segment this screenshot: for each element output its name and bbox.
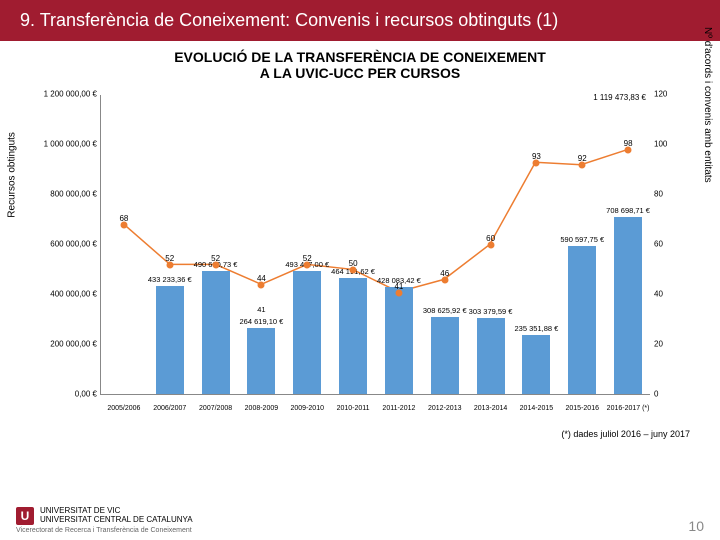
page-number: 10	[688, 518, 704, 534]
y-left-tick: 0,00 €	[43, 390, 97, 399]
line-value-label: 50	[349, 259, 358, 268]
chart-title: EVOLUCIÓ DE LA TRANSFERÈNCIA DE CONEIXEM…	[0, 49, 720, 81]
bar	[522, 335, 550, 394]
dept-name: Vicerectorat de Recerca i Transferència …	[16, 527, 193, 534]
y-left-tick: 600 000,00 €	[43, 240, 97, 249]
y-left-tick: 800 000,00 €	[43, 190, 97, 199]
line-value-label: 93	[532, 152, 541, 161]
line-value-label: 98	[624, 139, 633, 148]
bar	[614, 217, 642, 394]
bar-value-label: 433 233,36 €	[148, 275, 192, 284]
slide-header: 9. Transferència de Coneixement: Conveni…	[0, 0, 720, 41]
y-right-tick: 120	[654, 90, 674, 99]
y-right-axis-label: Nº d'acords i convenis amb entitats	[703, 27, 714, 183]
x-tick-label: 2007/2008	[194, 405, 238, 412]
line-value-label: 44	[257, 274, 266, 283]
chart-footnote: (*) dades juliol 2016 – juny 2017	[0, 429, 690, 439]
x-tick-label: 2014-2015	[514, 405, 558, 412]
logo-block: U UNIVERSITAT DE VIC UNIVERSITAT CENTRAL…	[16, 507, 193, 534]
y-left-tick: 200 000,00 €	[43, 340, 97, 349]
chart-title-line1: EVOLUCIÓ DE LA TRANSFERÈNCIA DE CONEIXEM…	[0, 49, 720, 65]
logo-text: UNIVERSITAT DE VIC UNIVERSITAT CENTRAL D…	[40, 507, 193, 525]
university-logo: U UNIVERSITAT DE VIC UNIVERSITAT CENTRAL…	[16, 507, 193, 525]
y-right-tick: 20	[654, 340, 674, 349]
x-tick-label: 2015-2016	[560, 405, 604, 412]
bar-value-label: 308 625,92 €	[423, 306, 467, 315]
x-tick-label: 2011-2012	[377, 405, 421, 412]
y-right-tick: 60	[654, 240, 674, 249]
bar-value-label: 235 351,88 €	[515, 324, 559, 333]
x-tick-label: 2012-2013	[423, 405, 467, 412]
line-value-label: 52	[211, 254, 220, 263]
line-value-label: 60	[486, 234, 495, 243]
line-value-label: 52	[165, 254, 174, 263]
x-tick-label: 2016-2017 (*)	[606, 405, 650, 412]
bar	[385, 287, 413, 394]
x-tick-label: 2013-2014	[469, 405, 513, 412]
y-right-tick: 0	[654, 390, 674, 399]
bar-value-label: 264 619,10 €	[240, 317, 284, 326]
x-tick-label: 2005/2006	[102, 405, 146, 412]
y-right-tick: 80	[654, 190, 674, 199]
line-value-label: 52	[303, 254, 312, 263]
line-value-label: 41	[394, 282, 403, 291]
line-value-label: 46	[440, 269, 449, 278]
bar	[568, 246, 596, 394]
bar-n-label: 41	[257, 305, 265, 314]
plot-region: 1 119 473,83 € 0,00 €200 000,00 €400 000…	[100, 95, 650, 395]
y-right-tick: 40	[654, 290, 674, 299]
y-left-tick: 1 000 000,00 €	[43, 140, 97, 149]
slide-footer: U UNIVERSITAT DE VIC UNIVERSITAT CENTRAL…	[16, 507, 704, 534]
y-right-tick: 100	[654, 140, 674, 149]
x-tick-label: 2008-2009	[239, 405, 283, 412]
x-tick-label: 2010-2011	[331, 405, 375, 412]
uni-name-2: UNIVERSITAT CENTRAL DE CATALUNYA	[40, 516, 193, 525]
line-value-label: 68	[119, 214, 128, 223]
bar	[247, 328, 275, 394]
chart-area: Recursos obtinguts Nº d'acords i conveni…	[40, 85, 680, 425]
bar	[339, 278, 367, 394]
logo-mark: U	[16, 507, 34, 525]
chart-title-line2: A LA UVIC-UCC PER CURSOS	[0, 65, 720, 81]
bar-value-label: 590 597,75 €	[560, 235, 604, 244]
bar	[156, 286, 184, 394]
peak-value-label: 1 119 473,83 €	[593, 93, 646, 102]
bar	[293, 271, 321, 394]
y-left-axis-label: Recursos obtinguts	[7, 132, 18, 218]
y-left-tick: 400 000,00 €	[43, 290, 97, 299]
x-tick-label: 2009-2010	[285, 405, 329, 412]
bar-value-label: 708 698,71 €	[606, 206, 650, 215]
slide-title: 9. Transferència de Coneixement: Conveni…	[20, 10, 558, 30]
line-value-label: 92	[578, 154, 587, 163]
bar	[477, 318, 505, 394]
bar	[202, 271, 230, 394]
y-left-tick: 1 200 000,00 €	[43, 90, 97, 99]
x-tick-label: 2006/2007	[148, 405, 192, 412]
bar	[431, 317, 459, 394]
bar-value-label: 303 379,59 €	[469, 307, 513, 316]
